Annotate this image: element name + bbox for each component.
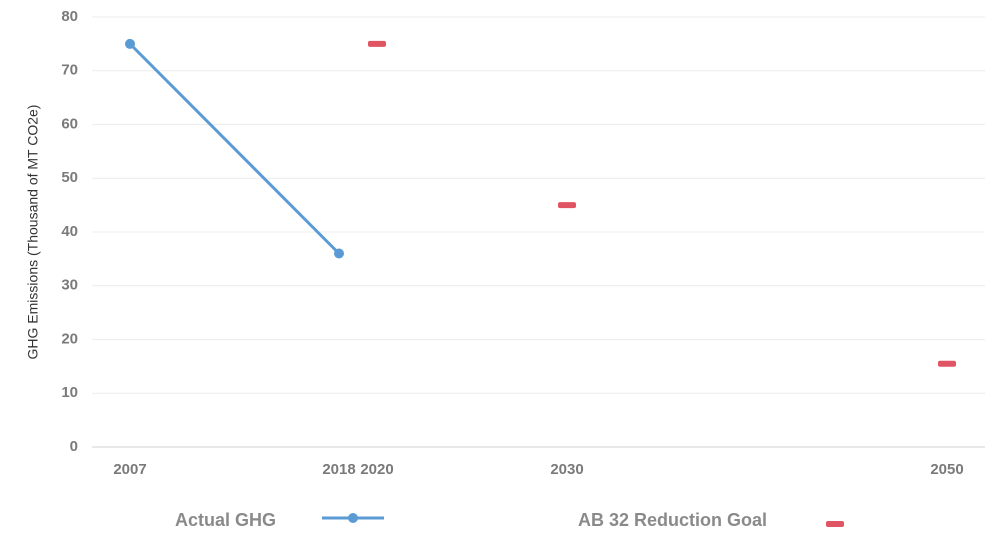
y-tick-label: 0 — [70, 438, 78, 455]
x-tick-label: 2050 — [930, 461, 963, 478]
legend-label: AB 32 Reduction Goal — [578, 510, 767, 530]
y-tick-label: 10 — [61, 384, 78, 401]
goal-dash — [368, 40, 386, 47]
x-tick-label: 2030 — [550, 461, 583, 478]
legend-marker — [826, 521, 844, 527]
y-tick-label: 20 — [61, 330, 78, 347]
y-tick-label: 50 — [61, 169, 78, 186]
y-tick-label: 30 — [61, 277, 78, 294]
goal-dash — [558, 202, 576, 209]
series-line — [128, 42, 341, 255]
y-tick-label: 80 — [61, 8, 78, 25]
x-tick-label: 2007 — [113, 461, 146, 478]
y-axis-label: GHG Emissions (Thousand of MT CO2e) — [25, 105, 41, 360]
y-tick-label: 60 — [61, 115, 78, 132]
legend-label: Actual GHG — [175, 510, 276, 530]
point — [334, 248, 344, 259]
y-tick-label: 40 — [61, 223, 78, 240]
goal-dash — [938, 360, 956, 367]
y-tick-label: 70 — [61, 62, 78, 79]
x-tick-label: 2018 — [322, 461, 355, 478]
legend-marker — [348, 513, 358, 523]
point — [125, 38, 135, 49]
x-tick-label: 2020 — [360, 461, 393, 478]
